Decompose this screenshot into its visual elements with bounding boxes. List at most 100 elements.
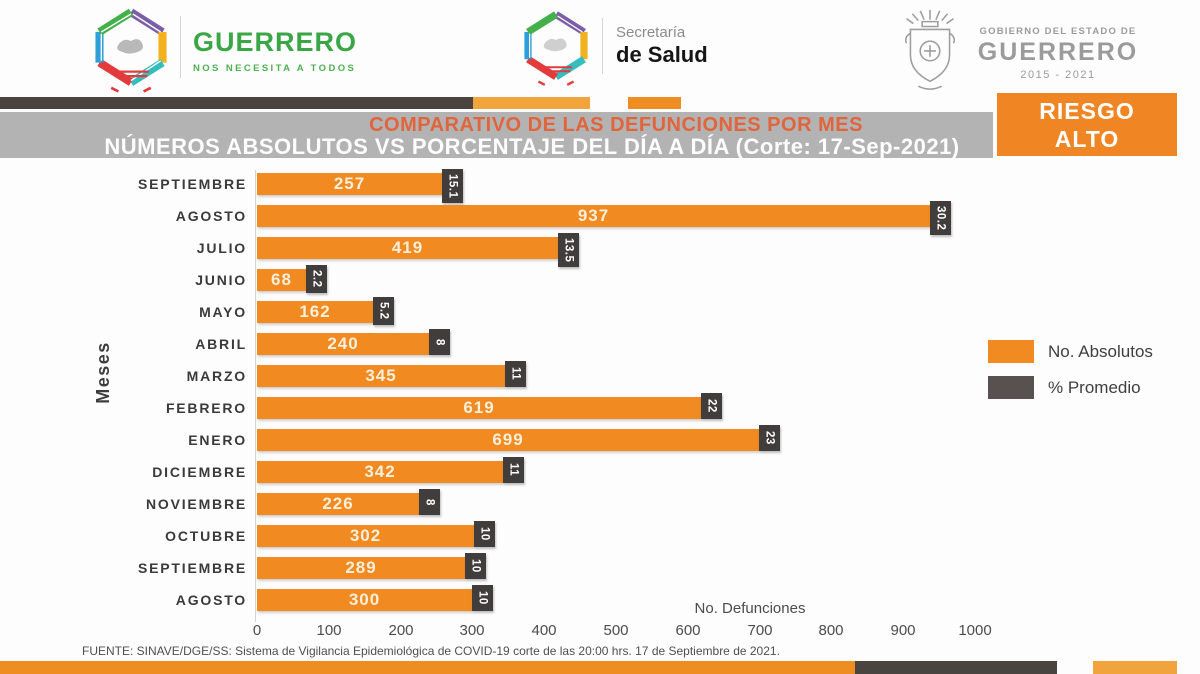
month-label: AGOSTO: [175, 208, 247, 224]
bar-value-label: 345: [365, 366, 397, 385]
legend-entry-absolutos: No. Absolutos: [988, 340, 1153, 363]
month-label: DICIEMBRE: [152, 464, 247, 480]
bar-value-label: 419: [391, 238, 424, 257]
promedio-badge: 10: [474, 521, 495, 547]
top-strip-orange: [628, 97, 681, 109]
absolutos-bar: 419 13.5: [257, 233, 579, 268]
chart-title: COMPARATIVO DE LAS DEFUNCIONES POR MES: [369, 114, 863, 136]
promedio-badge: 2.2: [306, 265, 327, 293]
absolutos-bar: 302 10: [257, 521, 495, 547]
x-axis-tick: 1000: [958, 622, 992, 639]
chart-row: SEPTIEMBRE 289 10: [0, 552, 1200, 584]
bar-track: 937 30.2: [257, 201, 1200, 236]
bar-track: 226 8: [257, 489, 1200, 515]
month-label: JULIO: [196, 240, 247, 256]
chart-row: DICIEMBRE 342 11: [0, 456, 1200, 488]
bar-value-label: 302: [349, 526, 382, 545]
chart-row: MAYO 162 5.2: [0, 296, 1200, 328]
bar-value-label: 937: [577, 206, 610, 225]
estado-wordmark: GOBIERNO DEL ESTADO DE GUERRERO 2015 - 2…: [968, 26, 1148, 81]
chart-row: AGOSTO 300 10: [0, 584, 1200, 616]
bar-track: 419 13.5: [257, 233, 1200, 268]
bar-track: 162 5.2: [257, 297, 1200, 325]
absolutos-bar: 289 10: [257, 553, 486, 579]
absolutos-bar: 619 22: [257, 393, 722, 419]
bottom-strip-dark: [855, 661, 1057, 674]
bar-track: 619 22: [257, 393, 1200, 419]
chart-row: OCTUBRE 302 10: [0, 520, 1200, 552]
chart-row: AGOSTO 937 30.2: [0, 200, 1200, 236]
promedio-badge: 8: [419, 489, 440, 515]
promedio-badge: 23: [759, 425, 780, 451]
promedio-badge: 22: [701, 393, 722, 419]
month-label: SEPTIEMBRE: [137, 560, 247, 576]
promedio-badge: 11: [505, 361, 526, 387]
promedio-badge: 30.2: [930, 201, 951, 236]
legend-swatch-orange: [988, 340, 1034, 363]
legend: No. Absolutos % Promedio: [988, 340, 1153, 412]
chart-subtitle: NÚMEROS ABSOLUTOS VS PORCENTAJE DEL DÍA …: [104, 134, 960, 159]
x-axis-tick: 800: [818, 622, 844, 639]
guerrero-wordmark: GUERRERO NOS NECESITA A TODOS: [193, 27, 357, 74]
header-divider: [180, 16, 181, 78]
bar-track: 342 11: [257, 457, 1200, 483]
chart-row: ABRIL 240 8: [0, 328, 1200, 360]
month-label: SEPTIEMBRE: [137, 176, 247, 192]
chart-row: ENERO 699 23: [0, 424, 1200, 456]
bar-track: 699 23: [257, 425, 1200, 451]
estado-shield-icon: [904, 9, 956, 90]
absolutos-bar: 226 8: [257, 489, 440, 515]
chart-row: JUNIO 68 2.2: [0, 264, 1200, 296]
guerrero-title: GUERRERO: [193, 27, 358, 57]
chart-row: MARZO 345 11: [0, 360, 1200, 392]
month-label: OCTUBRE: [165, 528, 247, 544]
chart-row: FEBRERO 619 22: [0, 392, 1200, 424]
salud-line2: de Salud: [616, 42, 708, 67]
estado-line2: GUERRERO: [977, 38, 1139, 66]
absolutos-bar: 257 15.1: [257, 169, 463, 204]
month-label: JUNIO: [195, 272, 247, 288]
bar-value-label: 289: [345, 558, 377, 577]
x-axis-tick: 0: [252, 622, 262, 639]
estado-line3: 2015 - 2021: [1020, 69, 1096, 81]
month-label: ENERO: [188, 432, 247, 448]
header-divider: [602, 18, 603, 74]
risk-line1: RIESGO: [1039, 97, 1135, 124]
bottom-strip-orange: [0, 661, 855, 674]
guerrero-hex-logo-icon: [95, 8, 167, 93]
promedio-badge: 13.5: [558, 233, 579, 268]
month-label: AGOSTO: [175, 592, 247, 608]
x-axis-tick: 300: [459, 622, 485, 639]
absolutos-bar: 342 11: [257, 457, 524, 483]
salud-wordmark: Secretaría de Salud: [616, 24, 708, 68]
promedio-badge: 5.2: [373, 297, 394, 325]
chart-row: NOVIEMBRE 226 8: [0, 488, 1200, 520]
bar-track: 300 10: [257, 585, 1200, 611]
absolutos-bar: 162 5.2: [257, 297, 394, 325]
absolutos-bar: 937 30.2: [257, 201, 951, 236]
bar-value-label: 68: [271, 270, 292, 289]
x-axis-title: No. Defunciones: [694, 600, 806, 617]
absolutos-bar: 68 2.2: [257, 265, 327, 293]
chart-rows: SEPTIEMBRE 257 15.1 AGOSTO 937 30.2 JULIO 419 13…: [0, 168, 1200, 620]
x-axis-tick: 500: [603, 622, 629, 639]
legend-label: No. Absolutos: [1048, 341, 1153, 361]
bar-value-label: 162: [299, 302, 331, 321]
promedio-badge: 15.1: [442, 169, 463, 204]
month-label: MAYO: [199, 304, 247, 320]
bar-track: 289 10: [257, 553, 1200, 579]
title-band: [0, 112, 993, 158]
absolutos-bar: 345 11: [257, 361, 526, 387]
promedio-badge: 11: [503, 457, 524, 483]
bar-value-label: 226: [322, 494, 354, 513]
chart-row: SEPTIEMBRE 257 15.1: [0, 168, 1200, 204]
risk-line2: ALTO: [1054, 125, 1120, 152]
bottom-strip-amber: [1093, 661, 1177, 674]
bar-value-label: 240: [327, 334, 359, 353]
x-axis-tick: 100: [316, 622, 342, 639]
bar-value-label: 342: [364, 462, 396, 481]
guerrero-tagline: NOS NECESITA A TODOS: [193, 63, 357, 74]
bar-track: 68 2.2: [257, 265, 1200, 293]
top-strip-amber: [473, 97, 590, 109]
legend-swatch-dark: [988, 376, 1034, 399]
